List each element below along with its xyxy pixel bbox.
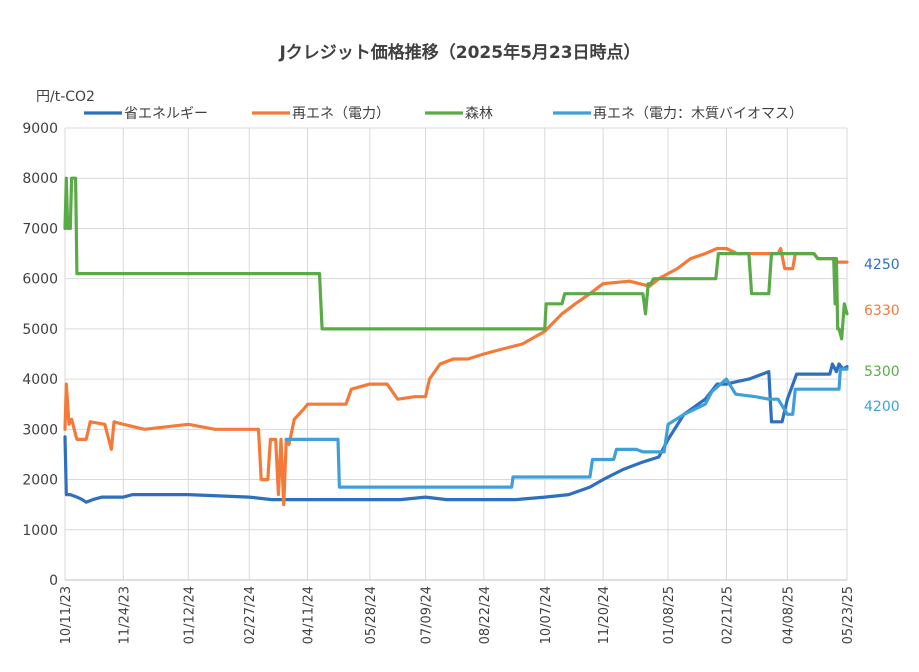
series-line	[63, 362, 849, 504]
x-tick-label: 11/24/23	[117, 586, 132, 644]
legend-label: 再エネ（電力：木質バイオマス）	[593, 106, 803, 122]
grid	[64, 127, 848, 581]
x-tick-label: 01/12/24	[182, 586, 197, 644]
series-line	[63, 176, 849, 341]
y-tick-label: 5000	[22, 322, 58, 338]
chart-title: Jクレジット価格推移（2025年5月23日時点）	[278, 42, 640, 63]
y-tick-label: 3000	[22, 422, 58, 438]
legend: 省エネルギー 再エネ（電力） 森林 再エネ（電力：木質バイオマス）	[84, 106, 803, 122]
x-tick-label: 02/21/25	[720, 586, 735, 644]
x-tick-label: 11/20/24	[597, 586, 612, 644]
x-axis-ticks: 10/11/23 11/24/23 01/12/24 02/27/24 04/11/24…	[59, 586, 856, 644]
x-tick-label: 08/22/24	[478, 586, 493, 644]
series-end-label: 5300	[864, 364, 900, 380]
series-end-label: 6330	[864, 303, 900, 319]
y-tick-label: 1000	[22, 523, 58, 539]
y-tick-label: 9000	[22, 121, 58, 137]
x-tick-label: 05/23/25	[841, 586, 856, 644]
y-tick-label: 4000	[22, 372, 58, 388]
y-tick-label: 8000	[22, 171, 58, 187]
y-tick-label: 6000	[22, 272, 58, 288]
series-lines	[63, 176, 849, 507]
x-tick-label: 07/09/24	[420, 586, 435, 644]
x-tick-label: 01/08/25	[662, 586, 677, 644]
legend-label: 再エネ（電力）	[292, 106, 390, 122]
x-tick-label: 04/08/25	[781, 586, 796, 644]
series-end-label: 4250	[864, 257, 900, 273]
series-line	[284, 367, 849, 489]
x-tick-label: 04/11/24	[302, 586, 317, 644]
y-tick-label: 0	[49, 573, 58, 589]
y-tick-label: 7000	[22, 221, 58, 237]
legend-label: 省エネルギー	[124, 106, 208, 122]
x-tick-label: 02/27/24	[243, 586, 258, 644]
legend-label: 森林	[465, 106, 493, 122]
series-end-label: 4200	[864, 399, 900, 415]
x-tick-label: 10/11/23	[59, 586, 74, 644]
series-line	[63, 246, 849, 507]
end-labels: 4250 6330 5300 4200	[864, 257, 900, 415]
y-tick-label: 2000	[22, 473, 58, 489]
x-tick-label: 05/28/24	[364, 586, 379, 644]
y-axis-unit: 円/t-CO2	[36, 89, 95, 105]
y-axis-ticks: 0 1000 2000 3000 4000 5000 6000 7000 8000 9000	[22, 121, 58, 589]
x-tick-label: 10/07/24	[539, 586, 554, 644]
